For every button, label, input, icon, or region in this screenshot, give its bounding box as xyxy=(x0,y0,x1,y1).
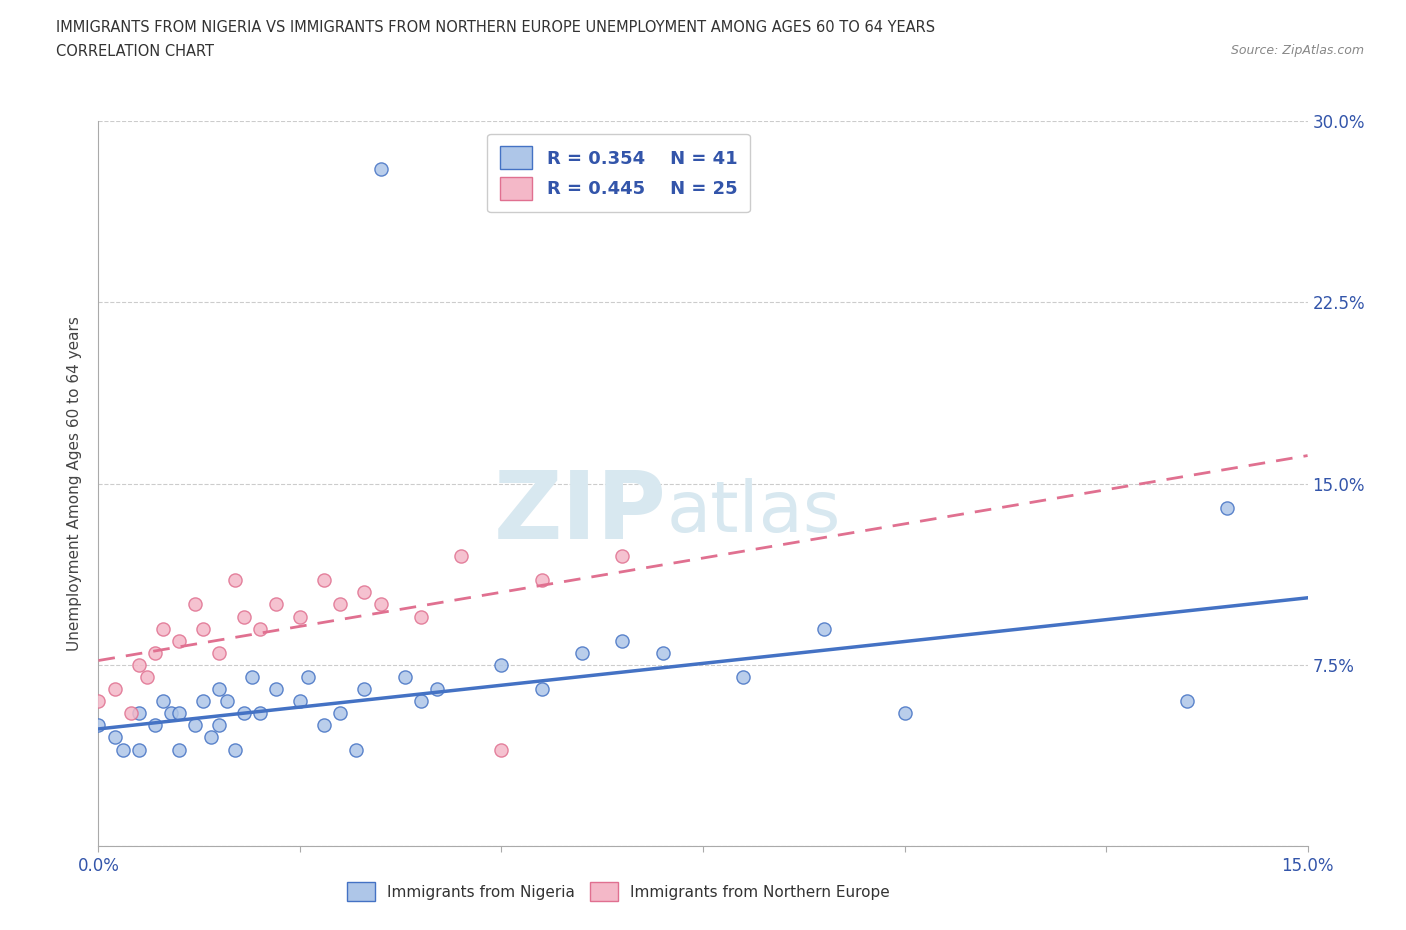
Point xyxy=(143,645,166,660)
Point xyxy=(893,706,915,721)
Point xyxy=(813,621,835,636)
Legend: Immigrants from Nigeria, Immigrants from Northern Europe: Immigrants from Nigeria, Immigrants from… xyxy=(342,876,896,908)
Point xyxy=(314,573,336,588)
Point xyxy=(249,706,271,721)
Point xyxy=(288,694,311,709)
Text: atlas: atlas xyxy=(666,478,841,547)
Y-axis label: Unemployment Among Ages 60 to 64 years: Unemployment Among Ages 60 to 64 years xyxy=(67,316,83,651)
Point xyxy=(409,694,432,709)
Point xyxy=(264,597,287,612)
Point xyxy=(103,682,125,697)
Point xyxy=(612,633,634,648)
Point xyxy=(103,730,125,745)
Point xyxy=(370,597,392,612)
Point xyxy=(491,742,513,757)
Point xyxy=(152,694,174,709)
Text: CORRELATION CHART: CORRELATION CHART xyxy=(56,44,214,59)
Point xyxy=(135,670,157,684)
Point xyxy=(217,694,239,709)
Point xyxy=(208,645,231,660)
Point xyxy=(353,682,375,697)
Point xyxy=(571,645,593,660)
Point xyxy=(370,162,392,177)
Point xyxy=(152,621,174,636)
Point xyxy=(733,670,755,684)
Point xyxy=(167,706,190,721)
Point xyxy=(143,718,166,733)
Point xyxy=(224,573,246,588)
Point xyxy=(288,609,311,624)
Point xyxy=(224,742,246,757)
Point xyxy=(612,549,634,564)
Point xyxy=(314,718,336,733)
Point xyxy=(184,597,207,612)
Point xyxy=(344,742,367,757)
Point xyxy=(329,706,352,721)
Point xyxy=(1216,500,1239,515)
Point xyxy=(232,706,254,721)
Point xyxy=(651,645,673,660)
Point xyxy=(232,609,254,624)
Point xyxy=(193,621,215,636)
Point xyxy=(249,621,271,636)
Point xyxy=(167,633,190,648)
Point xyxy=(128,742,150,757)
Point xyxy=(193,694,215,709)
Point xyxy=(426,682,449,697)
Point xyxy=(394,670,416,684)
Text: Source: ZipAtlas.com: Source: ZipAtlas.com xyxy=(1230,44,1364,57)
Point xyxy=(200,730,222,745)
Point xyxy=(530,682,553,697)
Point xyxy=(264,682,287,697)
Point xyxy=(530,573,553,588)
Point xyxy=(87,694,110,709)
Point xyxy=(450,549,472,564)
Point xyxy=(240,670,263,684)
Point xyxy=(87,718,110,733)
Point xyxy=(184,718,207,733)
Point xyxy=(128,706,150,721)
Point xyxy=(208,718,231,733)
Point xyxy=(491,658,513,672)
Point xyxy=(128,658,150,672)
Point xyxy=(111,742,134,757)
Point xyxy=(409,609,432,624)
Point xyxy=(120,706,142,721)
Point xyxy=(353,585,375,600)
Point xyxy=(167,742,190,757)
Point xyxy=(208,682,231,697)
Point xyxy=(297,670,319,684)
Point xyxy=(329,597,352,612)
Text: ZIP: ZIP xyxy=(494,467,666,559)
Text: IMMIGRANTS FROM NIGERIA VS IMMIGRANTS FROM NORTHERN EUROPE UNEMPLOYMENT AMONG AG: IMMIGRANTS FROM NIGERIA VS IMMIGRANTS FR… xyxy=(56,20,935,35)
Point xyxy=(160,706,183,721)
Point xyxy=(1175,694,1198,709)
